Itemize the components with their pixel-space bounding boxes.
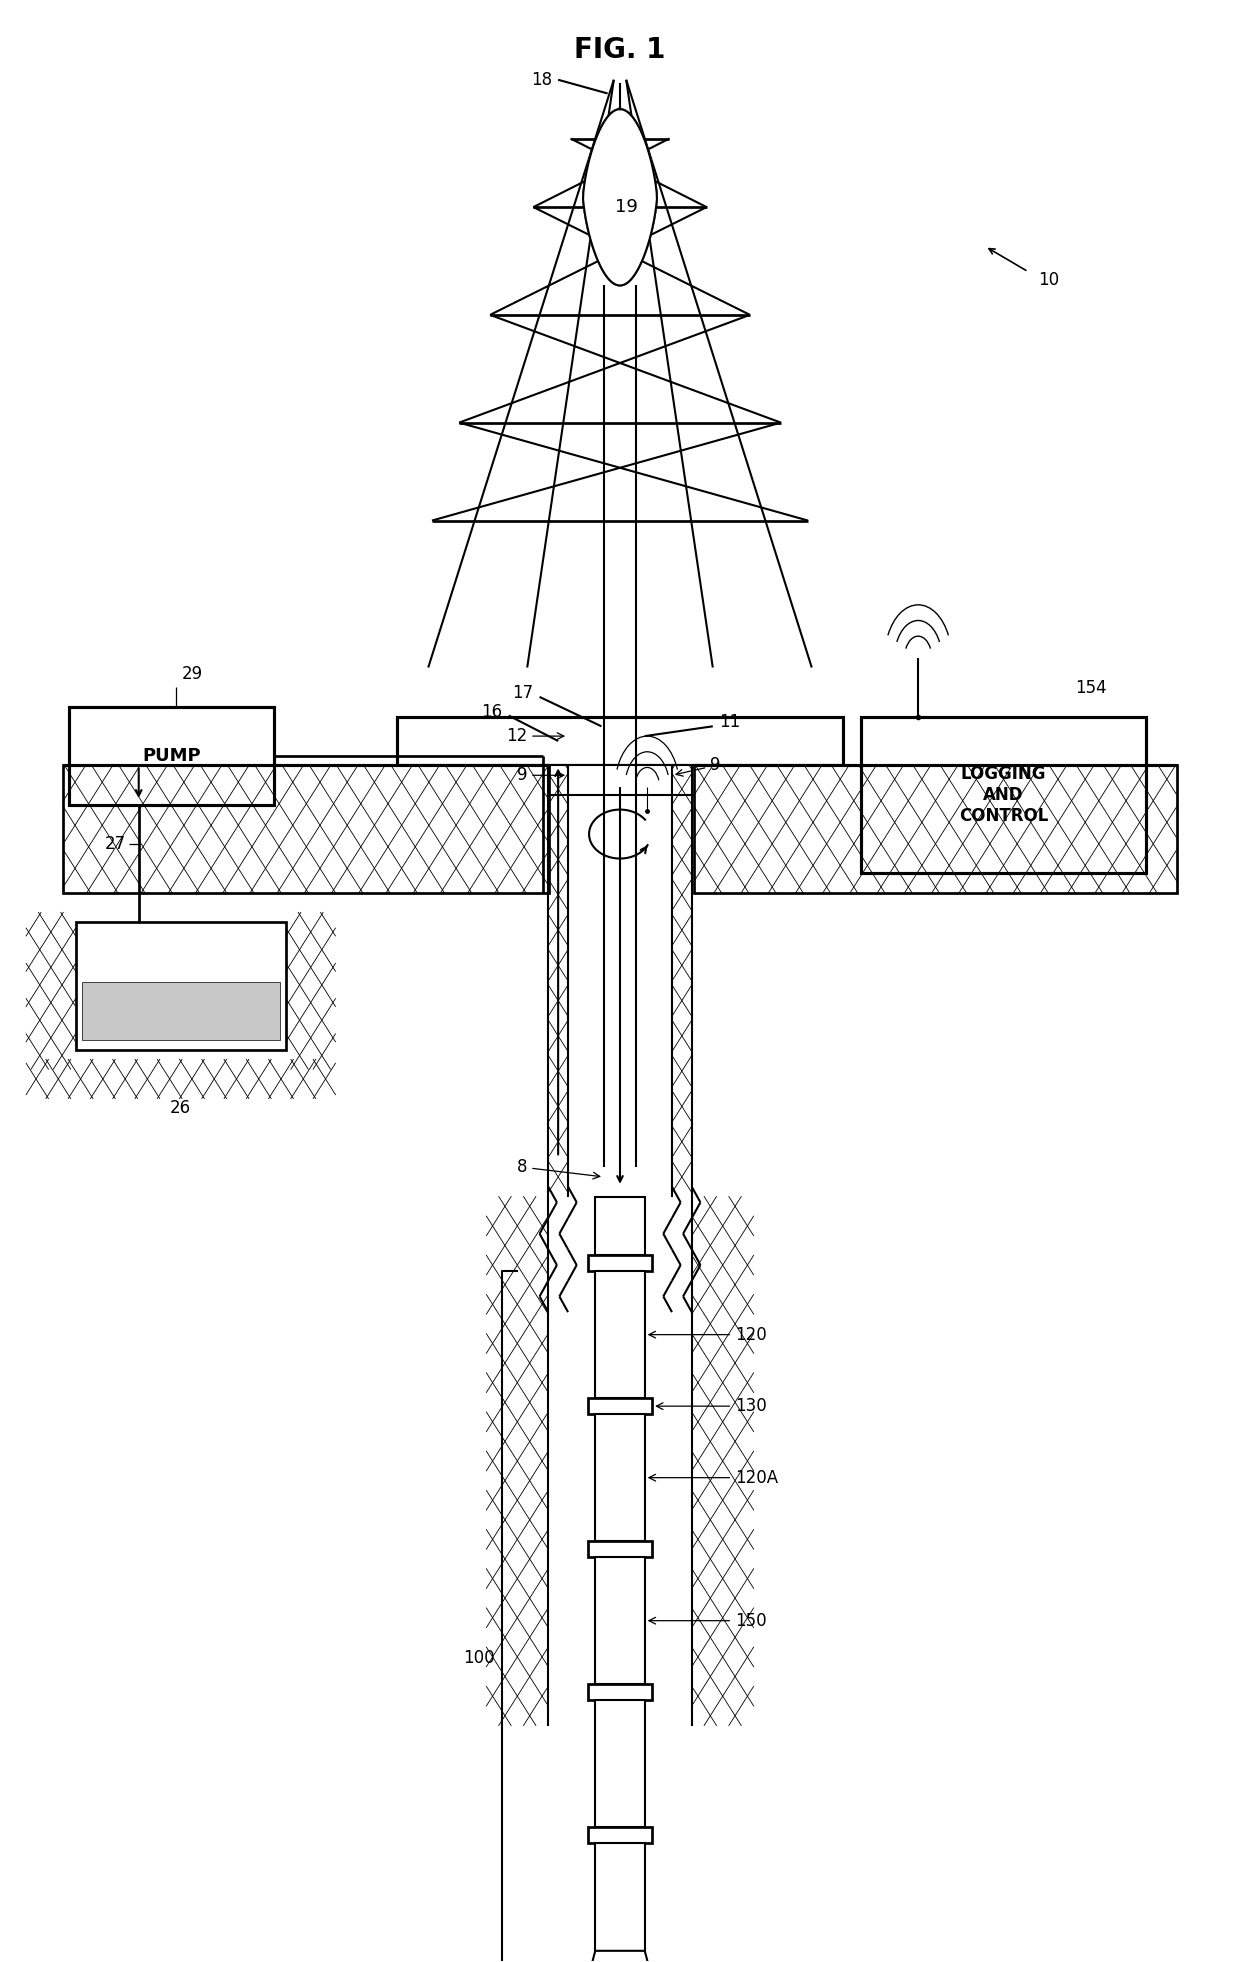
Text: 10: 10 <box>1038 271 1059 288</box>
Bar <box>588 1399 652 1415</box>
Text: 16: 16 <box>481 702 502 720</box>
Bar <box>588 1256 652 1271</box>
Text: 154: 154 <box>1075 679 1106 697</box>
Text: FIG. 1: FIG. 1 <box>574 37 666 65</box>
Bar <box>595 1842 645 1950</box>
Bar <box>63 765 549 893</box>
Text: 120A: 120A <box>649 1470 779 1487</box>
Bar <box>397 716 843 765</box>
Bar <box>539 765 701 795</box>
Bar <box>595 1558 645 1683</box>
Polygon shape <box>583 110 657 284</box>
Bar <box>588 1542 652 1558</box>
Bar <box>595 1415 645 1542</box>
Text: 26: 26 <box>170 1099 191 1116</box>
Bar <box>588 1683 652 1699</box>
Bar <box>69 706 274 804</box>
Text: 100: 100 <box>464 1648 495 1668</box>
Text: 18: 18 <box>531 71 552 88</box>
Bar <box>595 1271 645 1399</box>
Text: 27: 27 <box>105 836 126 853</box>
Text: 17: 17 <box>512 685 533 702</box>
Bar <box>694 765 1177 893</box>
Bar <box>862 716 1146 873</box>
Polygon shape <box>588 1950 652 1962</box>
Bar <box>76 922 286 1050</box>
Text: 130: 130 <box>656 1397 766 1415</box>
Text: PUMP: PUMP <box>143 748 201 765</box>
Text: 150: 150 <box>649 1611 766 1630</box>
Text: 9: 9 <box>517 767 564 785</box>
Text: 8: 8 <box>517 1158 600 1179</box>
Text: 19: 19 <box>615 198 637 216</box>
Text: 29: 29 <box>182 665 203 683</box>
Bar <box>82 983 280 1040</box>
Text: 9: 9 <box>676 757 720 777</box>
Bar <box>595 1197 645 1256</box>
Bar <box>595 1699 645 1827</box>
Text: 12: 12 <box>506 728 564 746</box>
Text: LOGGING
AND
CONTROL: LOGGING AND CONTROL <box>959 765 1048 824</box>
Text: 11: 11 <box>719 714 740 732</box>
Text: 120: 120 <box>649 1326 766 1344</box>
Bar <box>588 1827 652 1842</box>
